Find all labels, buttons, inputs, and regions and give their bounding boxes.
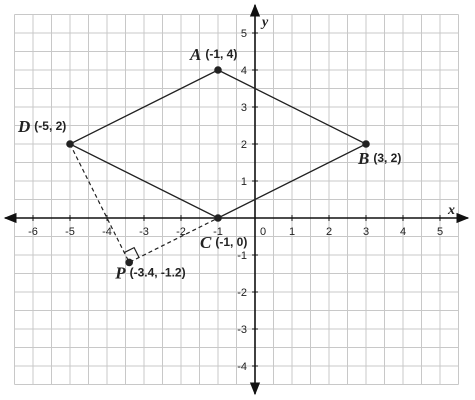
point (214, 66, 222, 74)
point-name: D (17, 117, 30, 136)
point-coords: (-3.4, -1.2) (130, 265, 186, 279)
point-name: C (200, 233, 212, 252)
y-tick-label: -2 (237, 287, 247, 299)
y-axis-label: y (260, 15, 269, 30)
point-coords: (3, 2) (373, 151, 401, 165)
point (214, 214, 222, 222)
x-tick-label: -3 (139, 226, 149, 238)
point-coords: (-5, 2) (34, 119, 66, 133)
x-tick-label: 4 (400, 226, 406, 238)
y-tick-label: 3 (241, 102, 247, 114)
point-coords: (-1, 0) (215, 235, 247, 249)
point-label: P (-3.4, -1.2) (114, 263, 185, 282)
point-name: P (114, 263, 126, 282)
x-axis-label: x (447, 203, 455, 218)
x-tick-label: -2 (176, 226, 186, 238)
point-name: A (189, 45, 201, 64)
x-tick-label: 2 (326, 226, 332, 238)
point-label: D (-5, 2) (17, 117, 66, 136)
point-label: A (-1, 4) (189, 45, 237, 64)
point-label: C (-1, 0) (200, 233, 247, 252)
y-tick-label: 1 (241, 176, 247, 188)
point-label: B (3, 2) (357, 149, 401, 168)
x-tick-label: -5 (65, 226, 75, 238)
x-tick-label: 3 (363, 226, 369, 238)
point (125, 258, 133, 267)
y-tick-label: 4 (241, 65, 247, 77)
point (362, 140, 370, 148)
x-tick-label: 5 (437, 226, 443, 238)
point-name: B (357, 149, 369, 168)
point-coords: (-1, 4) (205, 47, 237, 61)
y-tick-label: -4 (237, 361, 247, 373)
y-tick-label: 5 (241, 28, 247, 40)
point (66, 140, 74, 148)
y-tick-label: 2 (241, 139, 247, 151)
x-tick-label: -6 (28, 226, 38, 238)
x-tick-label: 1 (289, 226, 295, 238)
x-tick-label: -4 (102, 226, 112, 238)
x-tick-label: 0 (260, 226, 266, 238)
y-tick-label: -3 (237, 324, 247, 336)
y-tick-label: -1 (237, 250, 247, 262)
x-tick-label: -1 (213, 226, 223, 238)
right-angle-marker (124, 246, 140, 258)
perpendicular-segments (69, 143, 219, 264)
